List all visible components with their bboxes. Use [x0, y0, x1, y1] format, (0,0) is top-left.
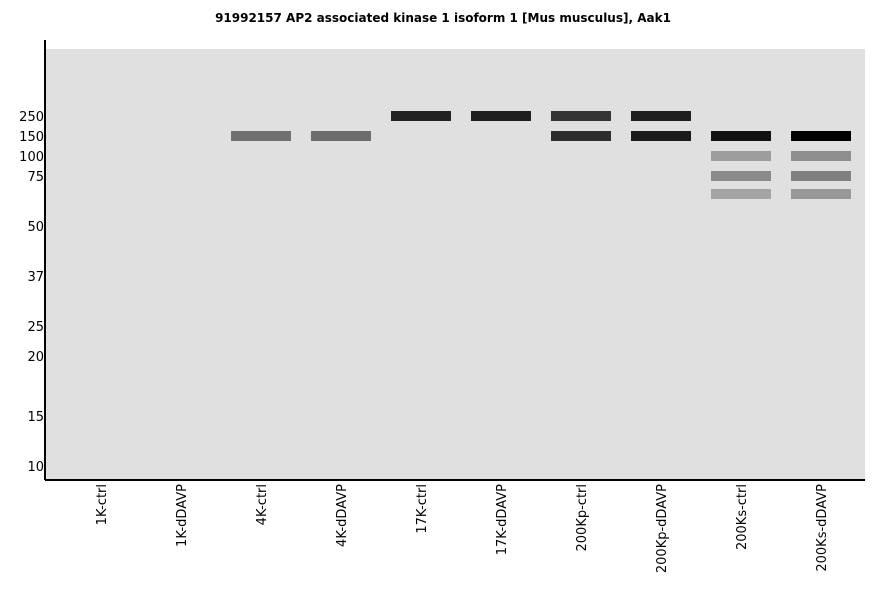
y-tick-label: 100 — [19, 150, 44, 165]
band — [551, 111, 611, 121]
lane-label: 1K-ctrl — [95, 484, 110, 525]
y-tick-label: 15 — [27, 410, 44, 425]
band — [791, 131, 851, 141]
lane-label: 200Ks-ctrl — [735, 484, 750, 550]
y-tick-label: 150 — [19, 130, 44, 145]
band — [231, 131, 291, 141]
lane-label: 4K-ctrl — [255, 484, 270, 525]
band — [791, 189, 851, 199]
lane-label: 200Kp-dDAVP — [655, 484, 670, 573]
band — [391, 111, 451, 121]
y-tick-label: 10 — [27, 460, 44, 475]
band — [551, 131, 611, 141]
lane-label: 200Ks-dDAVP — [815, 484, 830, 572]
y-tick-label: 50 — [27, 220, 44, 235]
lane-label: 4K-dDAVP — [335, 484, 350, 547]
band — [711, 151, 771, 161]
band — [711, 171, 771, 181]
band — [631, 111, 691, 121]
y-tick-labels: 250 150 100 75 50 37 25 20 15 10 — [19, 110, 44, 475]
band — [711, 131, 771, 141]
band — [311, 131, 371, 141]
y-tick-label: 25 — [27, 320, 44, 335]
band — [471, 111, 531, 121]
plot-area — [46, 49, 865, 479]
band — [791, 171, 851, 181]
band — [791, 151, 851, 161]
y-tick-label: 37 — [27, 270, 44, 285]
chart-title: 91992157 AP2 associated kinase 1 isoform… — [215, 11, 671, 25]
lane-labels: 1K-ctrl 1K-dDAVP 4K-ctrl 4K-dDAVP 17K-ctrl 17… — [95, 484, 830, 573]
lane-label: 200Kp-ctrl — [575, 484, 590, 551]
band — [631, 131, 691, 141]
y-tick-label: 75 — [27, 170, 44, 185]
band — [711, 189, 771, 199]
y-tick-label: 250 — [19, 110, 44, 125]
y-tick-label: 20 — [27, 350, 44, 365]
lane-label: 17K-ctrl — [415, 484, 430, 534]
lane-label: 1K-dDAVP — [175, 484, 190, 547]
bands-layer — [231, 111, 851, 199]
lane-label: 17K-dDAVP — [495, 484, 510, 555]
